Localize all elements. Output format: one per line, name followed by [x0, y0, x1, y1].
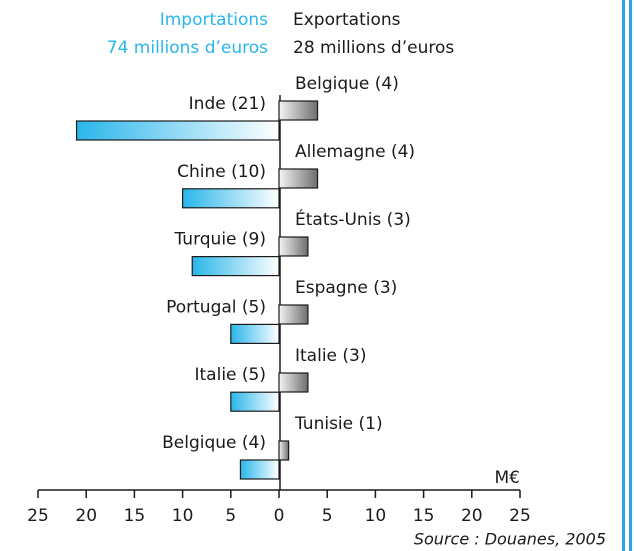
x-tick-label: 0 [274, 506, 285, 526]
x-tick-label: 10 [172, 506, 194, 526]
bar-label: États-Unis (3) [295, 208, 411, 230]
bar-label: Portugal (5) [166, 297, 266, 317]
border [629, 0, 632, 551]
bar-label: Italie (3) [295, 346, 367, 366]
bar [230, 391, 280, 412]
bar [278, 168, 319, 189]
bar [278, 372, 309, 393]
bar [191, 256, 280, 277]
bar-label: Turquie (9) [174, 230, 267, 250]
x-tick-label: 5 [225, 506, 236, 526]
x-tick-label: 15 [413, 506, 435, 526]
x-tick-label: 20 [461, 506, 483, 526]
bar [278, 440, 290, 461]
x-tick-label: 25 [27, 506, 49, 526]
bar [278, 236, 309, 257]
bar-label: Belgique (4) [162, 433, 266, 453]
exports-subtitle: 28 millions d’euros [293, 38, 454, 58]
bar-label: Italie (5) [195, 365, 267, 385]
x-tick-label: 20 [75, 506, 97, 526]
x-tick-label: 5 [322, 506, 333, 526]
axis-label: M€ [495, 468, 520, 488]
imports-subtitle: 74 millions d’euros [107, 38, 268, 58]
bar [230, 323, 280, 344]
bar-label: Allemagne (4) [295, 142, 415, 162]
bar [182, 188, 280, 209]
bar [239, 459, 280, 480]
bar-label: Espagne (3) [295, 278, 397, 298]
x-tick-label: 25 [509, 506, 531, 526]
exports-title: Exportations [293, 10, 401, 30]
x-tick-label: 15 [124, 506, 146, 526]
source: Source : Douanes, 2005 [414, 530, 606, 549]
bar [278, 100, 319, 121]
x-tick-label: 10 [365, 506, 387, 526]
border [622, 0, 625, 551]
bar-label: Chine (10) [177, 162, 266, 182]
bar-label: Tunisie (1) [294, 414, 383, 434]
bar-label: Belgique (4) [295, 74, 399, 94]
bar-label: Inde (21) [189, 94, 266, 114]
imports-title: Importations [160, 10, 268, 30]
bar [278, 304, 309, 325]
bar [75, 120, 280, 141]
